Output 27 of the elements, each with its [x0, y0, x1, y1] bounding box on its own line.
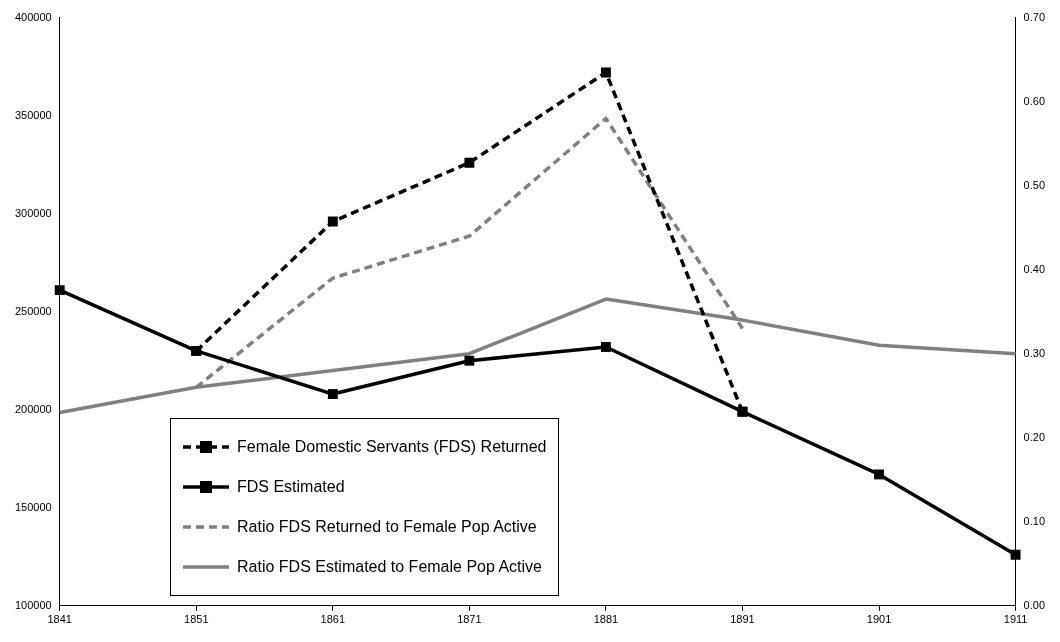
x-tick-label: 1891: [730, 613, 755, 626]
y2-tick-label: 0.60: [1023, 94, 1046, 107]
y-tick-label: 100000: [14, 598, 52, 611]
y2-tick-label: 0.10: [1023, 514, 1046, 527]
x-tick-label: 1851: [184, 613, 209, 626]
y2-tick-label: 0.20: [1023, 430, 1046, 443]
y2-tick-label: 0.00: [1023, 598, 1046, 611]
legend-label: Ratio FDS Estimated to Female Pop Active: [237, 558, 543, 576]
legend-label: Female Domestic Servants (FDS) Returned: [237, 438, 547, 456]
y2-tick-label: 0.70: [1023, 10, 1046, 23]
x-tick-label: 1841: [47, 613, 72, 626]
y-tick-label: 400000: [14, 10, 52, 23]
x-tick-label: 1911: [1003, 613, 1028, 626]
y-tick-label: 250000: [14, 304, 52, 317]
y-tick-label: 300000: [14, 206, 52, 219]
y2-tick-label: 0.50: [1023, 178, 1046, 191]
y-tick-label: 350000: [14, 108, 52, 121]
x-tick-label: 1901: [866, 613, 892, 626]
legend-label: Ratio FDS Returned to Female Pop Active: [237, 518, 537, 536]
y-tick-label: 150000: [14, 500, 52, 513]
x-tick-label: 1871: [457, 613, 482, 626]
x-tick-label: 1861: [320, 613, 346, 626]
x-tick-label: 1881: [593, 613, 619, 626]
legend-label: FDS Estimated: [237, 478, 345, 496]
y2-tick-label: 0.40: [1023, 262, 1046, 275]
y2-tick-label: 0.30: [1023, 346, 1046, 359]
y-tick-label: 200000: [14, 402, 52, 415]
